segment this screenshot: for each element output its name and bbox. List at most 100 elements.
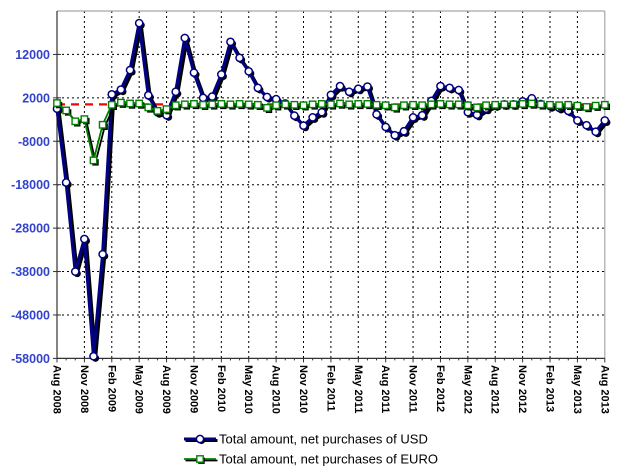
euro-marker: [555, 101, 564, 110]
usd-marker: [399, 126, 409, 136]
euro-legend-label: Total amount, net purchases of EURO: [219, 452, 438, 467]
euro-marker: [363, 100, 372, 108]
y-axis-labels: 12000 2000 -8000 -18000 -28000 -38000 -48000 -5…: [11, 48, 50, 366]
legend: Total amount, net purchases of USD Total …: [184, 432, 438, 467]
x-tick-label: Nov 2011: [407, 365, 419, 413]
euro-marker: [454, 100, 463, 109]
usd-marker: [417, 110, 427, 120]
x-tick-label: May 2012: [461, 365, 473, 414]
x-tick-label: Feb 2012: [434, 365, 446, 412]
gridlines: [57, 11, 605, 359]
euro-marker: [582, 103, 591, 111]
euro-marker: [436, 100, 445, 108]
usd-marker: [107, 90, 117, 99]
euro-marker: [536, 100, 545, 109]
euro-marker: [208, 100, 217, 109]
usd-marker: [171, 87, 181, 97]
euro-marker: [107, 100, 116, 109]
y-tick-label: -38000: [11, 265, 50, 279]
euro-marker: [500, 100, 509, 109]
euro-marker: [62, 106, 71, 115]
euro-marker: [226, 100, 235, 109]
euro-marker: [345, 100, 354, 109]
usd-marker: [299, 121, 308, 130]
euro-marker: [53, 99, 61, 107]
usd-marker: [134, 18, 144, 28]
usd-marker: [308, 113, 317, 122]
y-tick-label: 12000: [15, 48, 50, 62]
euro-marker: [153, 106, 162, 115]
x-tick-label: May 2013: [571, 365, 583, 414]
y-tick-label: 2000: [22, 91, 50, 105]
euro-marker: [418, 101, 427, 110]
x-tick-label: Nov 2008: [78, 365, 90, 413]
euro-marker: [281, 100, 290, 109]
euro-marker: [527, 99, 536, 108]
euro-marker: [600, 100, 609, 109]
usd-marker: [600, 116, 610, 125]
usd-marker: [381, 122, 391, 132]
euro-marker: [336, 99, 344, 108]
usd-marker: [326, 90, 336, 100]
y-tick-label: -58000: [11, 352, 50, 366]
euro-marker: [98, 120, 107, 129]
euro-marker: [290, 100, 299, 109]
usd-marker: [244, 67, 254, 76]
euro-marker: [564, 100, 573, 109]
x-tick-label: Aug 2010: [270, 365, 282, 414]
euro-marker: [491, 100, 500, 109]
usd-legend-marker: [195, 434, 205, 444]
euro-marker: [327, 100, 335, 109]
euro-marker: [180, 100, 189, 109]
usd-line-shadow: [57, 23, 609, 360]
usd-marker: [116, 85, 126, 94]
euro-marker: [409, 100, 417, 109]
x-tick-label: Aug 2008: [51, 365, 63, 414]
usd-marker: [189, 68, 199, 78]
usd-marker: [70, 267, 80, 276]
legend-item-usd: Total amount, net purchases of USD: [184, 432, 428, 447]
euro-marker: [199, 100, 207, 109]
usd-marker: [591, 127, 601, 137]
euro-marker: [272, 101, 281, 110]
euro-marker: [372, 100, 381, 109]
usd-marker: [390, 130, 400, 140]
usd-marker: [80, 234, 89, 244]
euro-marker: [573, 101, 582, 110]
euro-marker: [89, 156, 98, 165]
euro-marker: [235, 100, 244, 108]
usd-marker: [445, 83, 454, 93]
usd-marker: [344, 87, 354, 97]
euro-marker: [463, 101, 472, 110]
legend-item-euro: Total amount, net purchases of EURO: [184, 452, 438, 467]
euro-marker: [144, 103, 153, 112]
euro-marker: [390, 103, 399, 112]
usd-marker: [582, 120, 591, 130]
x-tick-label: Nov 2010: [297, 365, 309, 413]
x-tick-label: Nov 2009: [187, 365, 199, 413]
usd-marker: [207, 92, 217, 101]
euro-marker: [509, 100, 518, 109]
usd-marker: [143, 90, 153, 100]
euro-marker: [354, 100, 363, 108]
x-tick-label: Feb 2013: [544, 365, 556, 412]
euro-marker: [445, 100, 454, 109]
x-tick-label: Feb 2011: [324, 365, 336, 411]
y-tick-label: -18000: [11, 178, 50, 192]
euro-marker: [591, 101, 600, 110]
usd-marker: [253, 83, 263, 93]
x-tick-label: Aug 2011: [379, 365, 391, 413]
euro-marker: [473, 103, 481, 112]
series: [52, 18, 611, 362]
euro-marker: [308, 100, 317, 109]
x-tick-label: May 2010: [242, 365, 254, 414]
euro-marker: [518, 100, 527, 108]
euro-marker: [126, 99, 134, 108]
euro-marker: [162, 105, 171, 114]
euro-marker: [381, 101, 390, 110]
usd-marker: [180, 33, 190, 43]
usd-marker: [372, 110, 381, 119]
euro-marker: [546, 100, 554, 109]
